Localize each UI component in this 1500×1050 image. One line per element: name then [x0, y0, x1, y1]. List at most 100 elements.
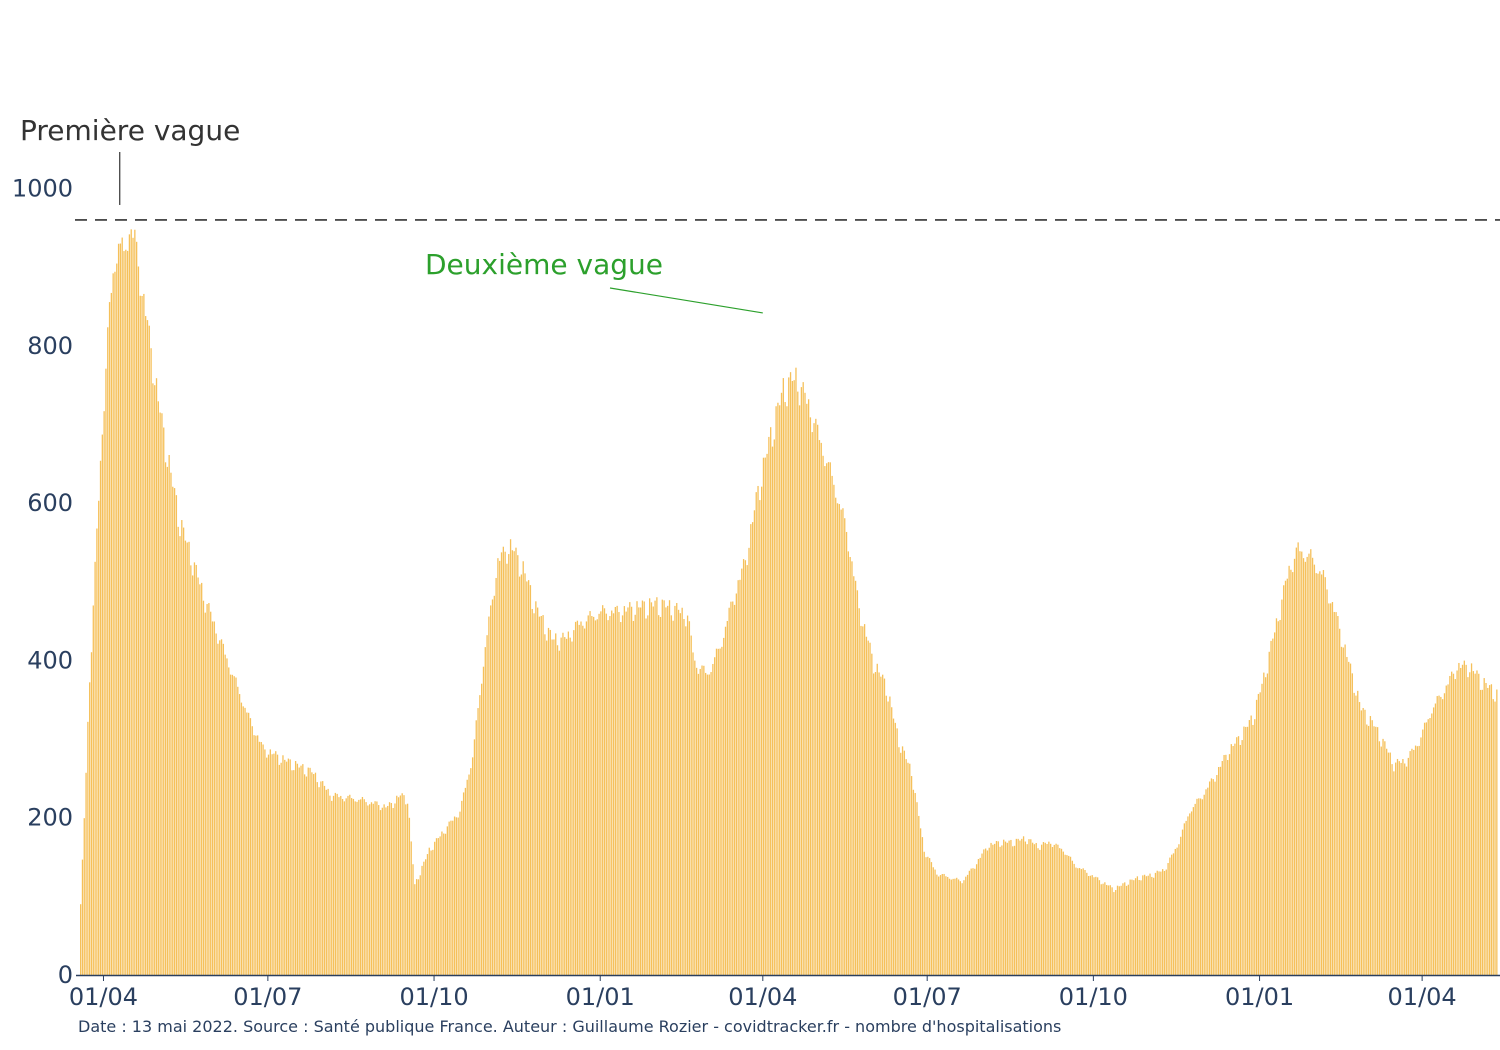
day-bar — [359, 799, 362, 975]
day-bar — [500, 552, 503, 975]
day-bar — [1033, 844, 1036, 975]
day-bar — [934, 869, 936, 975]
day-bar — [522, 561, 524, 975]
day-bar — [479, 695, 481, 975]
day-bar — [1082, 868, 1084, 975]
day-bar — [817, 424, 819, 975]
day-bar — [621, 615, 624, 975]
day-bar — [683, 619, 685, 975]
day-bar — [367, 805, 369, 975]
y-tick-label: 0 — [58, 961, 73, 989]
day-bar — [511, 550, 514, 975]
day-bar — [119, 243, 122, 975]
day-bar — [659, 616, 662, 975]
day-bar — [833, 484, 835, 975]
day-bar — [125, 249, 127, 975]
day-bar — [1293, 558, 1296, 975]
day-bar — [1133, 880, 1135, 975]
day-bar — [378, 805, 380, 975]
day-bar — [567, 631, 570, 975]
day-bar — [296, 763, 299, 975]
day-bar — [322, 781, 324, 975]
day-bar — [1443, 693, 1446, 975]
day-bar — [611, 610, 613, 975]
day-bar — [145, 316, 147, 975]
day-bar — [204, 612, 206, 975]
day-bar — [910, 776, 913, 975]
day-bar — [699, 668, 701, 975]
day-bar — [1254, 719, 1256, 975]
day-bar — [309, 767, 311, 975]
day-bar — [1039, 849, 1041, 975]
day-bar — [632, 620, 635, 975]
day-bar — [1308, 553, 1310, 975]
day-bar — [650, 602, 653, 975]
day-bar — [918, 815, 920, 975]
day-bar — [596, 619, 598, 975]
day-bar — [1003, 839, 1005, 975]
day-bar — [1248, 720, 1251, 975]
day-bar — [1111, 887, 1113, 975]
day-bar — [677, 609, 680, 975]
day-bar — [1104, 882, 1106, 975]
day-bar — [535, 601, 537, 975]
day-bar — [974, 868, 976, 975]
day-bar — [482, 666, 485, 975]
day-bar — [1310, 549, 1312, 975]
day-bar — [148, 325, 150, 975]
day-bar — [473, 739, 476, 975]
day-bar — [1001, 845, 1003, 975]
day-bar — [417, 879, 420, 975]
day-bar — [1172, 853, 1175, 975]
day-bar — [446, 826, 448, 975]
day-bar — [340, 795, 342, 975]
day-bar — [1075, 867, 1077, 975]
day-bar — [990, 842, 992, 975]
day-bar — [542, 615, 544, 975]
day-bar — [361, 796, 364, 975]
day-bar — [285, 761, 288, 975]
day-bar — [762, 457, 765, 975]
day-bar — [363, 799, 365, 975]
day-bar — [663, 600, 665, 975]
day-bar — [1068, 855, 1070, 975]
day-bar — [179, 536, 181, 975]
day-bar — [1405, 766, 1408, 975]
day-bar — [327, 788, 329, 975]
day-bar — [576, 620, 579, 975]
day-bar — [316, 782, 318, 975]
day-bar — [721, 646, 723, 975]
day-bar — [464, 787, 467, 975]
day-bar — [1407, 757, 1409, 975]
day-bar — [385, 807, 387, 975]
day-bar — [1420, 737, 1422, 975]
day-bar — [486, 635, 488, 975]
day-bar — [258, 741, 261, 975]
day-bar — [593, 616, 595, 975]
day-bar — [847, 551, 850, 975]
day-bar — [269, 749, 271, 975]
day-bar — [1284, 580, 1287, 975]
day-bar — [844, 518, 846, 975]
day-bar — [603, 608, 606, 975]
day-bar — [712, 663, 714, 975]
day-bar — [1107, 885, 1110, 975]
day-bar — [231, 674, 234, 975]
day-bar — [1245, 726, 1247, 975]
day-bar — [905, 759, 907, 975]
day-bar — [755, 492, 757, 975]
day-bar — [242, 706, 244, 975]
day-bar — [854, 580, 857, 975]
day-bar — [941, 874, 943, 975]
day-bar — [1237, 736, 1240, 975]
day-bar — [1156, 870, 1158, 975]
day-bar — [652, 606, 654, 975]
day-bar — [761, 486, 763, 975]
day-bar — [583, 628, 586, 975]
day-bar — [939, 875, 942, 975]
day-bar — [1059, 848, 1061, 975]
day-bar — [630, 606, 633, 975]
day-bar — [195, 564, 197, 975]
day-bar — [173, 488, 176, 975]
